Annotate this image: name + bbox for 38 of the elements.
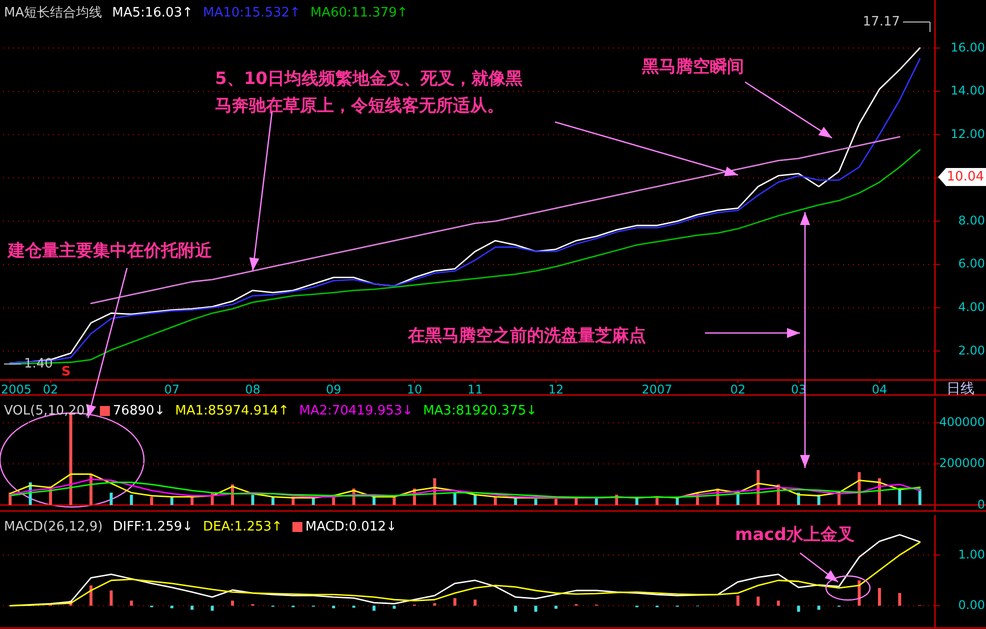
y-tick-label: 12.00: [950, 126, 985, 141]
annotation: 黑马腾空瞬间: [641, 57, 744, 77]
y-tick-label: 200000: [939, 456, 985, 470]
legend: 76890↓ MA1:85974.914↑ MA2:70419.953↓ MA3:81920.375↓: [100, 404, 538, 419]
x-tick-label: 04: [872, 382, 888, 396]
y-tick-label: 16.00: [950, 40, 985, 54]
annotation: 建仓量主要集中在价托附近: [6, 241, 213, 261]
x-tick-label: 12: [548, 382, 564, 396]
y-tick-label: 2.00: [958, 343, 985, 358]
x-tick-label: 11: [467, 382, 483, 396]
legend-label: MACD:0.012↓: [305, 520, 397, 535]
y-tick-label: 8.00: [958, 213, 985, 228]
y-tick-label: 0.00: [958, 598, 985, 612]
text: MA短长结合均线: [4, 6, 102, 21]
x-axis-title: 日线: [946, 380, 974, 397]
x-tick-label: 02: [42, 382, 58, 396]
text: 10.04: [946, 170, 984, 185]
chart-title: MACD(26,12,9): [4, 520, 103, 535]
x-tick-label: 07: [164, 382, 180, 396]
annotation: 在黑马腾空之前的洗盘量芝麻点: [407, 326, 646, 346]
annotation: macd水上金叉: [735, 525, 854, 545]
y-tick-label: 1.00: [958, 547, 985, 562]
annotation: 17.17: [862, 14, 900, 30]
x-tick-label: 2005: [1, 382, 32, 396]
x-tick-label: 09: [326, 382, 342, 396]
x-tick-label: 2007: [642, 382, 672, 396]
y-tick-label: 4.00: [958, 300, 985, 314]
y-tick-label: 400000: [939, 414, 985, 429]
x-tick-label: 02: [730, 382, 746, 396]
y-tick-label: 6.00: [958, 256, 985, 271]
x-tick-label: 10: [406, 382, 422, 396]
y-tick-label: 14.00: [950, 84, 985, 98]
annotation: S: [61, 364, 71, 380]
legend: DIFF:1.259↓ DEA:1.253↑ MACD:0.012↓: [112, 520, 397, 535]
legend: MA5:16.03↑ MA10:15.532↑ MA60:11.379↑: [112, 6, 408, 21]
x-tick-label: 08: [245, 382, 260, 396]
legend-label: 76890↓: [112, 404, 166, 419]
annotation: 5、10日均线频繁地金叉、死叉，就像黑马奔驰在草原上，令短线客无所适从。: [215, 69, 522, 116]
